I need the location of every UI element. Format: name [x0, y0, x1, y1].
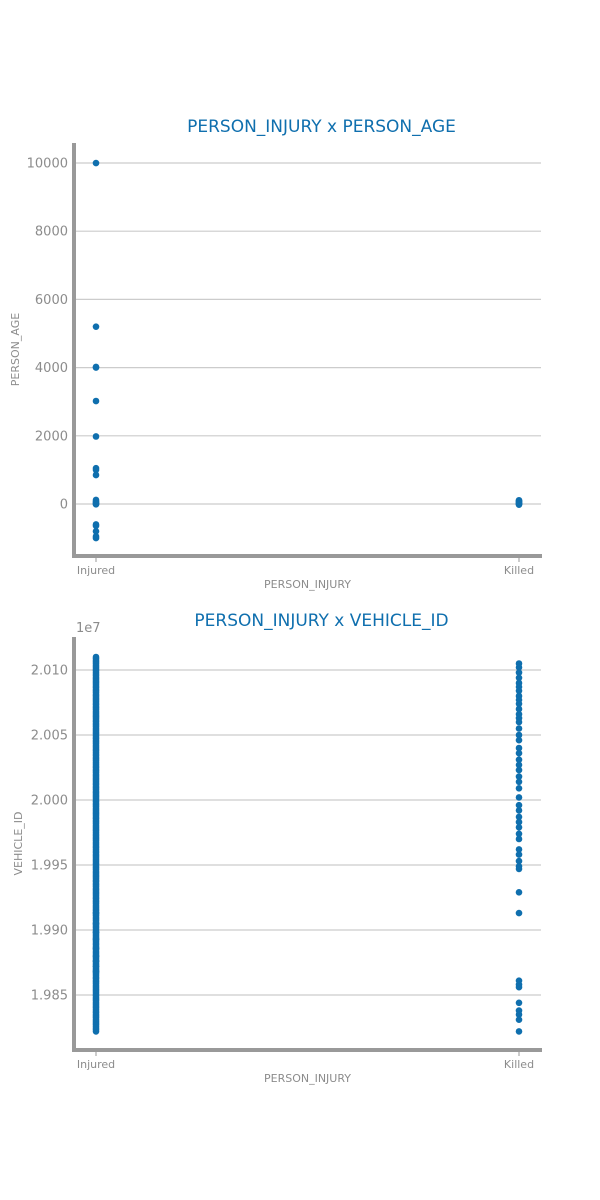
data-point: [92, 522, 100, 530]
y-tick-label: 2.010: [31, 664, 68, 679]
data-point: [92, 527, 100, 535]
data-point: [92, 433, 100, 440]
chart-title: PERSON_INJURY x VEHICLE_ID: [194, 611, 448, 631]
data-point: [515, 778, 523, 786]
data-point: [515, 773, 523, 780]
y-offset-label: 1e7: [76, 621, 101, 636]
data-point: [515, 909, 523, 917]
data-point: [515, 674, 523, 682]
data-point: [515, 830, 523, 838]
y-axis-label: PERSON_AGE: [9, 313, 22, 386]
data-point: [515, 865, 523, 873]
y-tick-label: 8000: [35, 225, 68, 240]
data-point: [92, 466, 100, 474]
y-tick-label: 2.000: [31, 794, 68, 809]
data-point: [515, 857, 523, 865]
y-tick-label: 1.985: [31, 989, 68, 1004]
data-point: [515, 756, 523, 763]
y-tick-label: 2.005: [31, 729, 68, 744]
y-tick-label: 10000: [27, 157, 68, 172]
data-point: [515, 983, 523, 991]
data-point: [515, 1016, 523, 1023]
data-point: [515, 736, 523, 744]
data-point: [92, 471, 100, 479]
x-tick-label: Killed: [504, 1058, 534, 1071]
data-point: [515, 794, 523, 801]
data-point: [515, 705, 523, 713]
data-point: [515, 766, 523, 774]
y-tick-label: 4000: [35, 361, 68, 376]
data-point: [515, 687, 523, 695]
y-tick-label: 2000: [35, 429, 68, 444]
scatter-points: [92, 159, 523, 542]
chart-title: PERSON_INJURY x PERSON_AGE: [187, 117, 456, 137]
data-point: [515, 835, 523, 843]
data-point: [515, 761, 523, 769]
y-tick-label: 1.995: [31, 859, 68, 874]
data-point: [92, 935, 100, 943]
data-point: [515, 818, 523, 826]
data-point: [515, 1028, 523, 1035]
chart-panel-2: PERSON_INJURY x VEHICLE_ID 1.985 1.990 1.99…: [12, 611, 542, 1085]
x-axis-label: PERSON_INJURY: [264, 578, 351, 591]
data-point: [515, 744, 523, 752]
y-tick-label: 0: [60, 498, 68, 513]
data-point: [515, 725, 523, 732]
x-tick-label: Killed: [504, 564, 534, 577]
data-point: [92, 944, 100, 952]
data-point: [92, 957, 100, 965]
y-tick-label: 6000: [35, 293, 68, 308]
data-point: [515, 731, 523, 739]
y-axis-label: VEHICLE_ID: [12, 812, 25, 876]
data-point: [515, 785, 523, 792]
data-point: [92, 397, 100, 405]
data-point: [515, 669, 523, 676]
data-point: [515, 1011, 523, 1018]
data-point: [92, 501, 100, 508]
data-point: [92, 963, 100, 970]
data-point: [515, 700, 523, 708]
data-point: [92, 653, 100, 661]
data-point: [515, 749, 523, 757]
data-point: [515, 501, 523, 508]
data-point: [92, 968, 100, 975]
data-point: [515, 851, 523, 858]
x-axis-label: PERSON_INJURY: [264, 1072, 351, 1085]
data-point: [515, 813, 523, 821]
y-tick-label: 1.990: [31, 924, 68, 939]
x-tick-label: Injured: [77, 1058, 115, 1071]
scatter-points: [92, 653, 523, 1035]
data-point: [92, 323, 100, 330]
data-point: [515, 664, 523, 671]
data-point: [515, 718, 523, 726]
data-point: [92, 929, 100, 936]
data-point: [515, 801, 523, 809]
data-point: [92, 159, 100, 167]
data-point: [92, 920, 100, 927]
data-point: [515, 824, 523, 831]
data-point: [515, 999, 523, 1007]
data-point: [515, 889, 523, 896]
data-point: [515, 846, 523, 853]
chart-panel-1: PERSON_INJURY x PERSON_AGE 0 2000 4000 6000 8…: [9, 117, 542, 591]
x-tick-label: Injured: [77, 564, 115, 577]
data-point: [92, 909, 100, 917]
data-point: [92, 952, 100, 960]
data-point: [92, 364, 100, 371]
data-point: [515, 807, 523, 814]
data-point: [92, 534, 100, 542]
